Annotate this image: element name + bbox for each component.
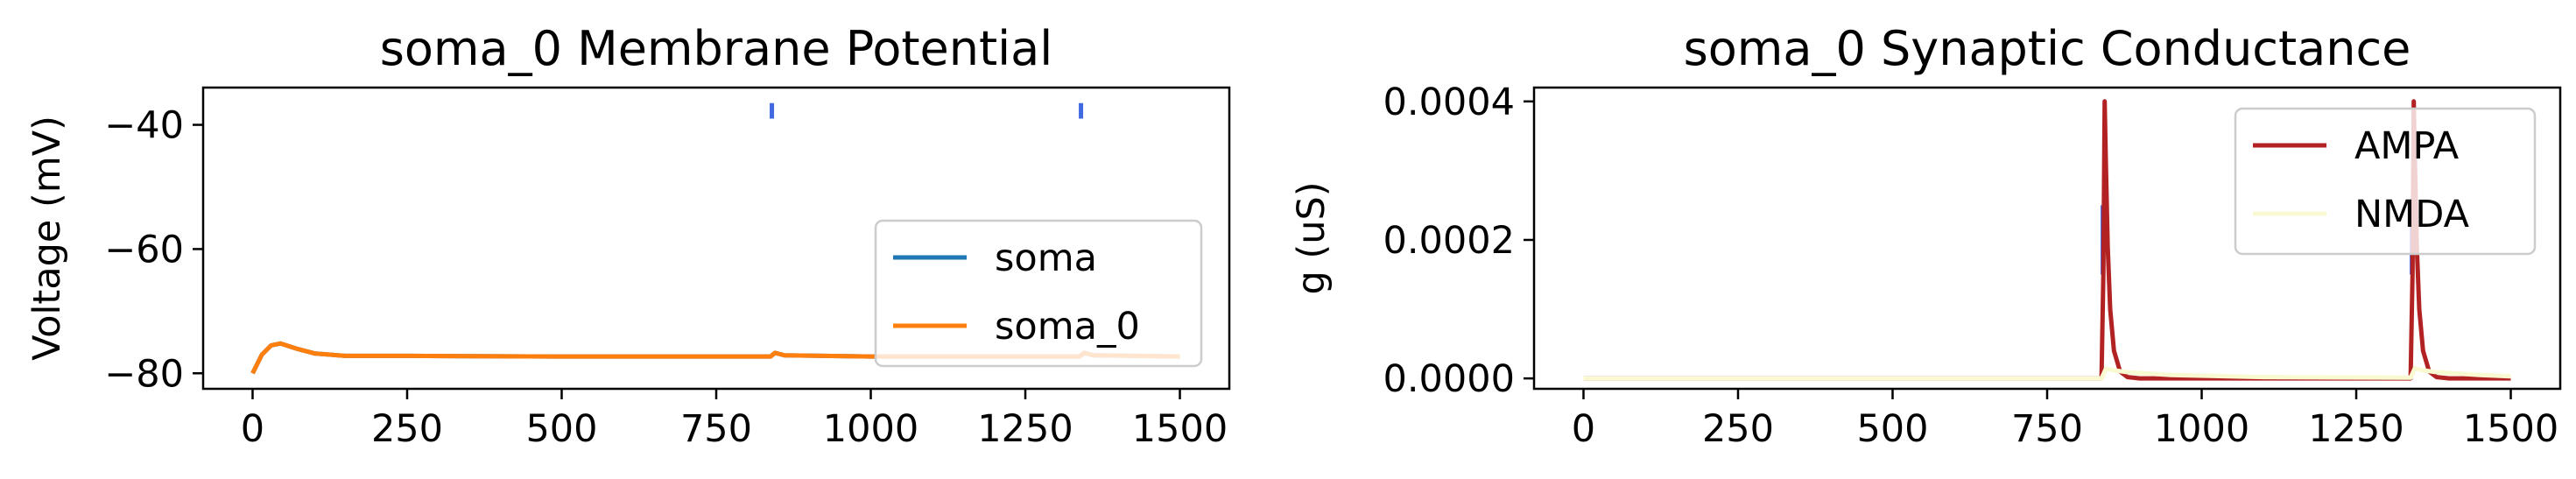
x-tick-label: 1500 bbox=[1132, 407, 1228, 451]
chart-synaptic-conductance: soma_0 Synaptic Conductance g (uS) 0 250 5… bbox=[1290, 21, 2562, 451]
plot-frame bbox=[1532, 86, 2562, 391]
chart-title: soma_0 Synaptic Conductance bbox=[1684, 21, 2411, 76]
x-tick-label: 750 bbox=[680, 407, 752, 451]
legend: AMPA NMDA bbox=[2234, 107, 2537, 256]
y-axis-label: Voltage (mV) bbox=[25, 116, 69, 361]
x-tick-label: 1000 bbox=[823, 407, 918, 451]
x-tick-label: 250 bbox=[371, 407, 443, 451]
x-tick-label: 0 bbox=[241, 407, 264, 451]
x-tick-label: 1250 bbox=[977, 407, 1073, 451]
x-tick-label: 0 bbox=[1572, 407, 1595, 451]
x-tick-label: 750 bbox=[2011, 407, 2083, 451]
y-tick-label: −80 bbox=[104, 352, 184, 396]
x-tick-label: 250 bbox=[1702, 407, 1774, 451]
y-tick-label: 0.0004 bbox=[1383, 81, 1515, 124]
y-tick-label: 0.0000 bbox=[1383, 357, 1515, 401]
x-tick-label: 500 bbox=[1856, 407, 1928, 451]
axis-ticks: 0 250 500 750 1000 1250 1500 −40 −60 −80 bbox=[104, 104, 1228, 451]
y-tick-label: 0.0002 bbox=[1383, 219, 1515, 263]
y-axis-label: g (uS) bbox=[1290, 181, 1334, 294]
x-tick-label: 1500 bbox=[2463, 407, 2558, 451]
legend-label: AMPA bbox=[2354, 124, 2460, 168]
x-tick-label: 1250 bbox=[2308, 407, 2404, 451]
plot-frame bbox=[201, 86, 1231, 391]
x-tick-label: 500 bbox=[525, 407, 597, 451]
y-tick-label: −40 bbox=[104, 104, 184, 148]
axis-ticks: 0 250 500 750 1000 1250 1500 0.0004 0.0002 0.0000 bbox=[1383, 81, 2559, 451]
legend: soma soma_0 bbox=[874, 219, 1203, 368]
x-tick-label: 1000 bbox=[2154, 407, 2249, 451]
legend-label: NMDA bbox=[2354, 193, 2470, 236]
legend-label: soma_0 bbox=[995, 305, 1140, 349]
y-tick-label: −60 bbox=[104, 228, 184, 271]
chart-membrane-potential: soma_0 Membrane Potential Voltage (mV) 0… bbox=[25, 21, 1231, 451]
series-group bbox=[1583, 99, 2511, 381]
legend-label: soma bbox=[995, 236, 1097, 280]
event-markers bbox=[770, 102, 1084, 119]
chart-title: soma_0 Membrane Potential bbox=[380, 21, 1053, 76]
series-line-nmda bbox=[1583, 365, 2511, 381]
